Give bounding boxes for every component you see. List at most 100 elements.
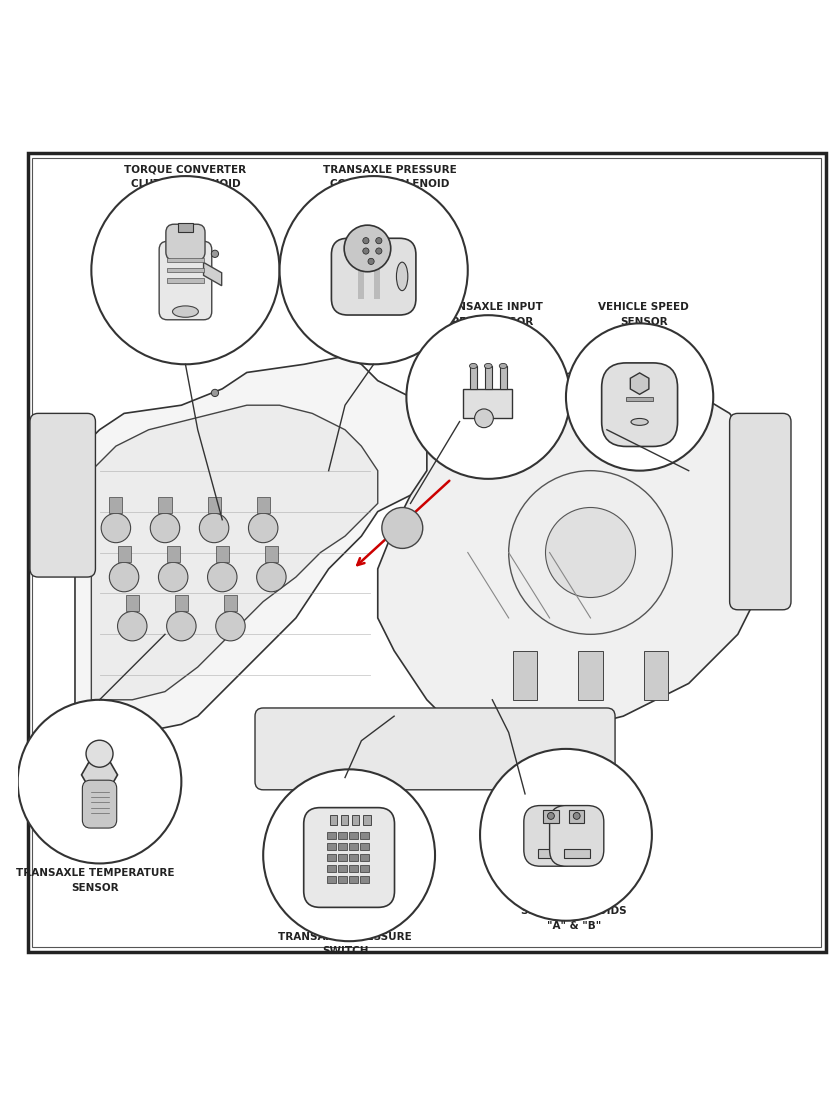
Bar bbox=[360, 876, 370, 883]
Circle shape bbox=[18, 699, 181, 863]
Circle shape bbox=[480, 749, 652, 920]
Bar bbox=[538, 849, 563, 859]
FancyBboxPatch shape bbox=[303, 808, 395, 907]
Bar bbox=[352, 815, 359, 825]
Circle shape bbox=[573, 812, 580, 819]
Circle shape bbox=[406, 315, 570, 478]
Text: TRANSAXLE PRESSURE: TRANSAXLE PRESSURE bbox=[324, 165, 457, 175]
Polygon shape bbox=[75, 356, 443, 733]
Circle shape bbox=[212, 250, 218, 257]
Text: "A" & "B": "A" & "B" bbox=[547, 920, 601, 930]
Text: SPEED SENSOR: SPEED SENSOR bbox=[444, 317, 533, 327]
Circle shape bbox=[475, 409, 493, 428]
Circle shape bbox=[548, 812, 554, 819]
FancyBboxPatch shape bbox=[730, 413, 791, 610]
Bar bbox=[500, 366, 507, 389]
Circle shape bbox=[216, 611, 245, 641]
Bar bbox=[118, 546, 130, 562]
Circle shape bbox=[86, 740, 113, 767]
Circle shape bbox=[363, 248, 369, 254]
Bar bbox=[338, 876, 347, 883]
Polygon shape bbox=[630, 372, 649, 394]
Bar bbox=[349, 876, 358, 883]
Text: SENSOR: SENSOR bbox=[72, 883, 120, 893]
Text: TRANSAXLE INPUT: TRANSAXLE INPUT bbox=[434, 302, 543, 312]
Bar bbox=[327, 865, 336, 872]
Bar bbox=[349, 854, 358, 861]
FancyBboxPatch shape bbox=[166, 224, 205, 261]
Ellipse shape bbox=[499, 364, 507, 368]
Circle shape bbox=[375, 238, 382, 244]
FancyBboxPatch shape bbox=[602, 362, 677, 446]
Circle shape bbox=[279, 176, 468, 365]
Bar bbox=[257, 497, 270, 513]
Circle shape bbox=[159, 562, 188, 592]
Bar bbox=[167, 257, 204, 262]
Text: CLUTCH SOLENOID: CLUTCH SOLENOID bbox=[130, 179, 240, 189]
FancyBboxPatch shape bbox=[159, 241, 212, 319]
Circle shape bbox=[363, 238, 369, 244]
Bar bbox=[360, 854, 370, 861]
Bar bbox=[178, 223, 193, 232]
Circle shape bbox=[508, 471, 672, 634]
Circle shape bbox=[263, 769, 435, 941]
Bar bbox=[327, 832, 336, 839]
Text: TORQUE CONVERTER: TORQUE CONVERTER bbox=[125, 165, 247, 175]
FancyBboxPatch shape bbox=[255, 708, 615, 790]
Bar bbox=[216, 546, 229, 562]
Bar bbox=[327, 854, 336, 861]
Bar bbox=[360, 843, 370, 850]
Bar bbox=[358, 254, 364, 298]
Bar bbox=[569, 810, 584, 823]
Circle shape bbox=[91, 176, 279, 365]
Circle shape bbox=[212, 389, 218, 397]
Bar bbox=[626, 397, 653, 401]
Circle shape bbox=[118, 611, 147, 641]
Text: TRANSAXLE PRESSURE: TRANSAXLE PRESSURE bbox=[278, 933, 412, 943]
Bar bbox=[512, 651, 538, 699]
Bar bbox=[364, 815, 370, 825]
FancyBboxPatch shape bbox=[30, 413, 95, 577]
Circle shape bbox=[382, 507, 423, 548]
Bar bbox=[360, 832, 370, 839]
Bar bbox=[338, 865, 347, 872]
Circle shape bbox=[101, 513, 130, 543]
Bar bbox=[470, 366, 477, 389]
Polygon shape bbox=[204, 262, 222, 286]
Circle shape bbox=[566, 324, 713, 471]
Ellipse shape bbox=[631, 419, 648, 425]
Bar bbox=[485, 366, 492, 389]
Ellipse shape bbox=[172, 306, 198, 317]
Bar bbox=[338, 832, 347, 839]
FancyBboxPatch shape bbox=[331, 239, 415, 315]
Polygon shape bbox=[82, 759, 118, 790]
Ellipse shape bbox=[484, 364, 492, 368]
Bar bbox=[330, 815, 337, 825]
Polygon shape bbox=[91, 406, 378, 699]
Circle shape bbox=[199, 513, 229, 543]
Circle shape bbox=[546, 507, 635, 598]
Bar bbox=[167, 269, 204, 272]
Bar bbox=[579, 651, 603, 699]
Text: CONTROL SOLENOID: CONTROL SOLENOID bbox=[330, 179, 450, 189]
Bar bbox=[327, 876, 336, 883]
FancyBboxPatch shape bbox=[549, 806, 604, 866]
Bar bbox=[338, 843, 347, 850]
Circle shape bbox=[166, 611, 196, 641]
Bar bbox=[360, 865, 370, 872]
Text: SHIFT SOLENOIDS: SHIFT SOLENOIDS bbox=[522, 906, 627, 916]
Circle shape bbox=[248, 513, 278, 543]
FancyBboxPatch shape bbox=[524, 806, 578, 866]
Bar bbox=[224, 596, 237, 611]
Bar bbox=[110, 497, 122, 513]
FancyBboxPatch shape bbox=[82, 780, 117, 828]
Circle shape bbox=[344, 225, 390, 272]
Text: TRANSAXLE TEMPERATURE: TRANSAXLE TEMPERATURE bbox=[16, 869, 175, 878]
Circle shape bbox=[368, 259, 375, 264]
Polygon shape bbox=[378, 372, 771, 733]
Bar bbox=[327, 843, 336, 850]
Bar bbox=[543, 810, 558, 823]
Bar bbox=[207, 497, 221, 513]
Bar bbox=[644, 651, 668, 699]
Bar bbox=[349, 832, 358, 839]
